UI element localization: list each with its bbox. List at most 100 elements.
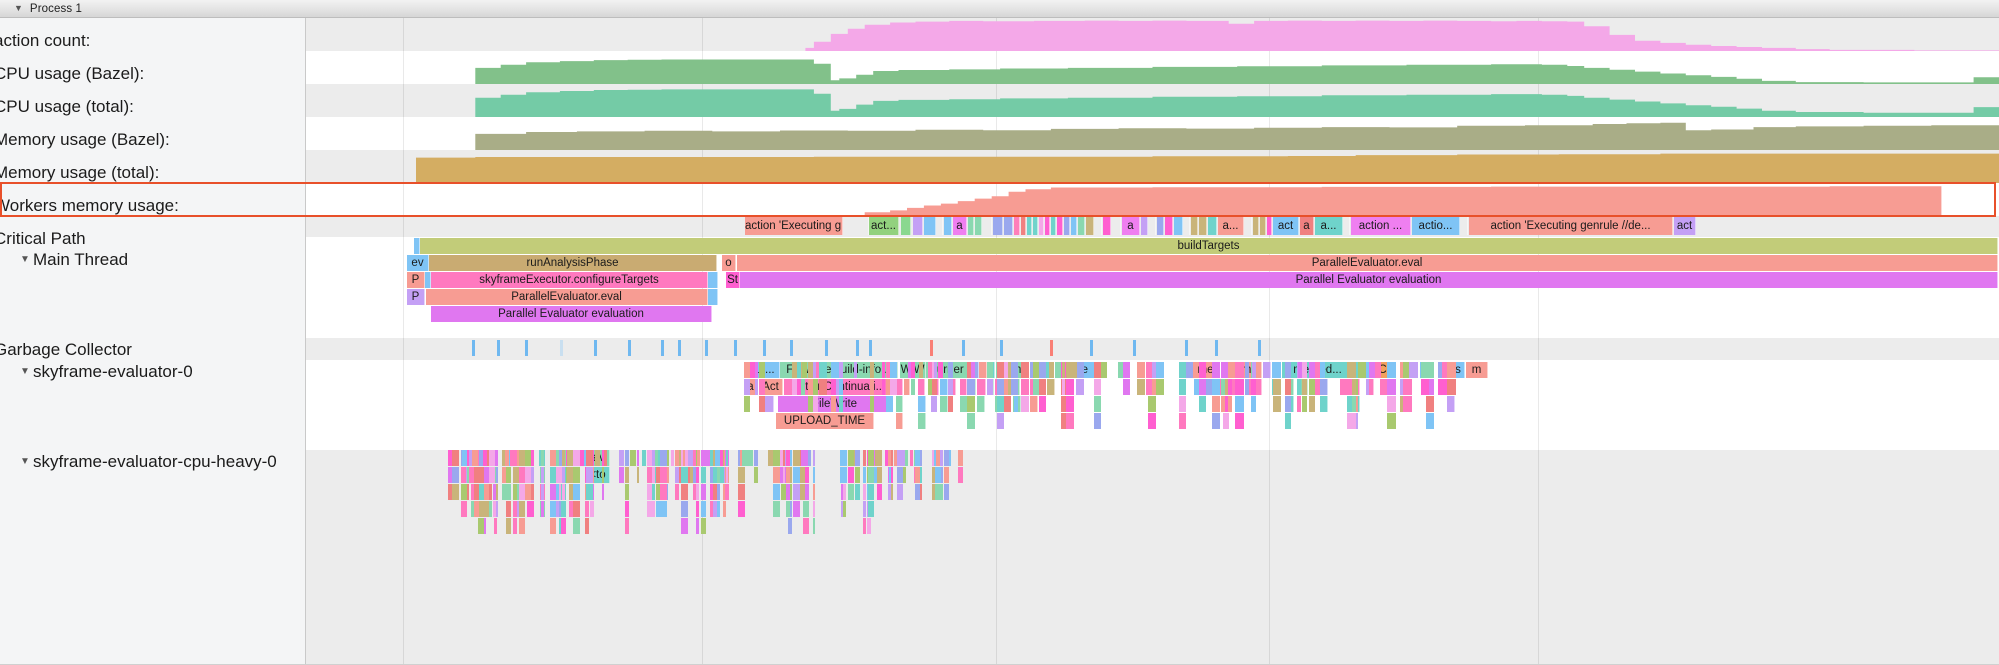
critical-path-slice[interactable] [1027, 217, 1032, 235]
skyframe-cpu-heavy-micro-slice[interactable] [712, 484, 718, 500]
skyframe-cpu-heavy-micro-slice[interactable] [696, 518, 699, 534]
skyframe-evaluator-0-micro-slice[interactable] [947, 396, 954, 412]
skyframe-cpu-heavy-micro-slice[interactable] [876, 484, 883, 500]
skyframe-cpu-heavy-micro-slice[interactable] [842, 484, 847, 500]
critical-path-slice[interactable] [937, 217, 943, 235]
skyframe-evaluator-0-micro-slice[interactable] [1137, 379, 1145, 395]
critical-path-slice[interactable] [968, 217, 974, 235]
main-thread-slice[interactable]: St [726, 272, 740, 288]
skyframe-cpu-heavy-micro-slice[interactable] [493, 450, 498, 466]
critical-path-slice[interactable] [1071, 217, 1077, 235]
skyframe-evaluator-0-micro-slice[interactable] [881, 379, 885, 395]
counter-track-cpu-usage-total[interactable] [306, 84, 1999, 117]
skyframe-cpu-heavy-micro-slice[interactable] [709, 450, 713, 466]
skyframe-cpu-heavy-micro-slice[interactable] [785, 467, 791, 483]
skyframe-cpu-heavy-micro-slice[interactable] [601, 467, 605, 483]
critical-path-slice[interactable]: act... [869, 217, 899, 235]
skyframe-cpu-heavy-micro-slice[interactable] [572, 518, 580, 534]
critical-path-slice[interactable] [1051, 217, 1056, 235]
skyframe-cpu-heavy-micro-slice[interactable] [868, 501, 874, 517]
skyframe-evaluator-0-micro-slice[interactable] [796, 362, 802, 378]
skyframe-evaluator-0-micro-slice[interactable] [1220, 362, 1226, 378]
skyframe-evaluator-0-micro-slice[interactable] [1199, 396, 1206, 412]
skyframe-evaluator-0-micro-slice[interactable] [947, 362, 954, 378]
skyframe-cpu-heavy-micro-slice[interactable] [701, 518, 706, 534]
track-label-main-thread[interactable]: ▼ Main Thread [20, 250, 128, 270]
skyframe-evaluator-0-micro-slice[interactable] [838, 396, 844, 412]
skyframe-cpu-heavy-micro-slice[interactable] [803, 467, 810, 483]
skyframe-cpu-heavy-micro-slice[interactable] [696, 501, 699, 517]
skyframe-evaluator-0-micro-slice[interactable] [810, 362, 819, 378]
skyframe-cpu-heavy-micro-slice[interactable] [717, 484, 721, 500]
skyframe-evaluator-0-slice[interactable]: UPLOAD_TIME [776, 413, 874, 429]
gc-event-tick[interactable] [1185, 340, 1188, 356]
skyframe-cpu-heavy-micro-slice[interactable] [660, 501, 667, 517]
skyframe-evaluator-0-micro-slice[interactable] [1060, 413, 1070, 429]
skyframe-cpu-heavy-micro-slice[interactable] [636, 467, 639, 483]
skyframe-evaluator-0-micro-slice[interactable] [1347, 413, 1356, 429]
track-label-garbage-collector[interactable]: Garbage Collector [0, 340, 132, 360]
skyframe-evaluator-0-micro-slice[interactable] [819, 362, 827, 378]
skyframe-cpu-heavy-micro-slice[interactable] [674, 450, 680, 466]
skyframe-cpu-heavy-micro-slice[interactable] [696, 484, 699, 500]
gc-event-tick[interactable] [525, 340, 528, 356]
skyframe-cpu-heavy-micro-slice[interactable] [652, 450, 656, 466]
skyframe-evaluator-0-micro-slice[interactable] [838, 362, 844, 378]
skyframe-cpu-heavy-micro-slice[interactable] [584, 518, 590, 534]
critical-path-slice[interactable] [1103, 217, 1111, 235]
skyframe-cpu-heavy-micro-slice[interactable] [558, 501, 563, 517]
gc-event-tick[interactable] [962, 340, 965, 356]
critical-path-slice[interactable] [1141, 217, 1148, 235]
skyframe-cpu-heavy-micro-slice[interactable] [753, 467, 758, 483]
skyframe-cpu-heavy-micro-slice[interactable] [477, 484, 484, 500]
skyframe-evaluator-0-slice[interactable] [918, 413, 926, 429]
skyframe-evaluator-0-slice[interactable]: Act [759, 379, 783, 395]
gc-event-tick[interactable] [1000, 340, 1003, 356]
skyframe-cpu-heavy-micro-slice[interactable] [681, 518, 688, 534]
main-thread-slice[interactable] [708, 289, 718, 305]
skyframe-cpu-heavy-micro-slice[interactable] [855, 450, 860, 466]
skyframe-evaluator-0-micro-slice[interactable] [997, 379, 1005, 395]
skyframe-cpu-heavy-micro-slice[interactable] [493, 484, 498, 500]
skyframe-evaluator-0-micro-slice[interactable] [1122, 379, 1131, 395]
gc-event-tick[interactable] [1215, 340, 1218, 356]
skyframe-evaluator-0-micro-slice[interactable] [1155, 362, 1164, 378]
skyframe-cpu-heavy-micro-slice[interactable] [848, 467, 854, 483]
skyframe-cpu-heavy-micro-slice[interactable] [773, 450, 781, 466]
skyframe-evaluator-0-micro-slice[interactable] [1354, 362, 1358, 378]
critical-path-slice[interactable] [913, 217, 923, 235]
skyframe-evaluator-0-slice[interactable] [1255, 379, 1262, 395]
gc-event-tick[interactable] [594, 340, 597, 356]
skyframe-evaluator-0-slice[interactable] [960, 379, 967, 395]
skyframe-cpu-heavy-micro-slice[interactable] [549, 501, 556, 517]
skyframe-evaluator-0-micro-slice[interactable] [807, 362, 814, 378]
skyframe-cpu-heavy-micro-slice[interactable] [553, 484, 559, 500]
skyframe-evaluator-0-micro-slice[interactable] [1402, 379, 1412, 395]
main-thread-slice[interactable] [708, 272, 718, 288]
skyframe-cpu-heavy-micro-slice[interactable] [855, 484, 860, 500]
skyframe-evaluator-0-micro-slice[interactable] [1296, 396, 1302, 412]
skyframe-evaluator-0-micro-slice[interactable] [1094, 379, 1101, 395]
skyframe-cpu-heavy-micro-slice[interactable] [452, 450, 459, 466]
skyframe-cpu-heavy-micro-slice[interactable] [655, 484, 661, 500]
skyframe-evaluator-0-micro-slice[interactable] [947, 379, 954, 395]
skyframe-evaluator-0-micro-slice[interactable] [1032, 362, 1041, 378]
critical-path-slice[interactable]: a... [1218, 217, 1244, 235]
skyframe-cpu-heavy-micro-slice[interactable] [561, 484, 566, 500]
skyframe-evaluator-0-micro-slice[interactable] [853, 362, 858, 378]
main-thread-slice[interactable]: runAnalysisPhase [429, 255, 717, 271]
skyframe-evaluator-0-micro-slice[interactable] [1066, 413, 1075, 429]
skyframe-evaluator-0-slice[interactable] [896, 396, 903, 412]
gc-event-tick[interactable] [705, 340, 708, 356]
gc-event-tick[interactable] [1050, 340, 1053, 356]
skyframe-cpu-heavy-micro-slice[interactable] [452, 467, 459, 483]
skyframe-cpu-heavy-micro-slice[interactable] [502, 467, 508, 483]
skyframe-cpu-heavy-micro-slice[interactable] [717, 467, 721, 483]
gc-event-tick[interactable] [497, 340, 500, 356]
skyframe-evaluator-0-micro-slice[interactable] [1408, 362, 1418, 378]
skyframe-cpu-heavy-micro-slice[interactable] [840, 467, 847, 483]
skyframe-evaluator-0-micro-slice[interactable] [748, 362, 757, 378]
skyframe-evaluator-0-micro-slice[interactable] [1185, 362, 1194, 378]
skyframe-cpu-heavy-micro-slice[interactable] [528, 450, 535, 466]
skyframe-evaluator-0-micro-slice[interactable] [1285, 379, 1292, 395]
